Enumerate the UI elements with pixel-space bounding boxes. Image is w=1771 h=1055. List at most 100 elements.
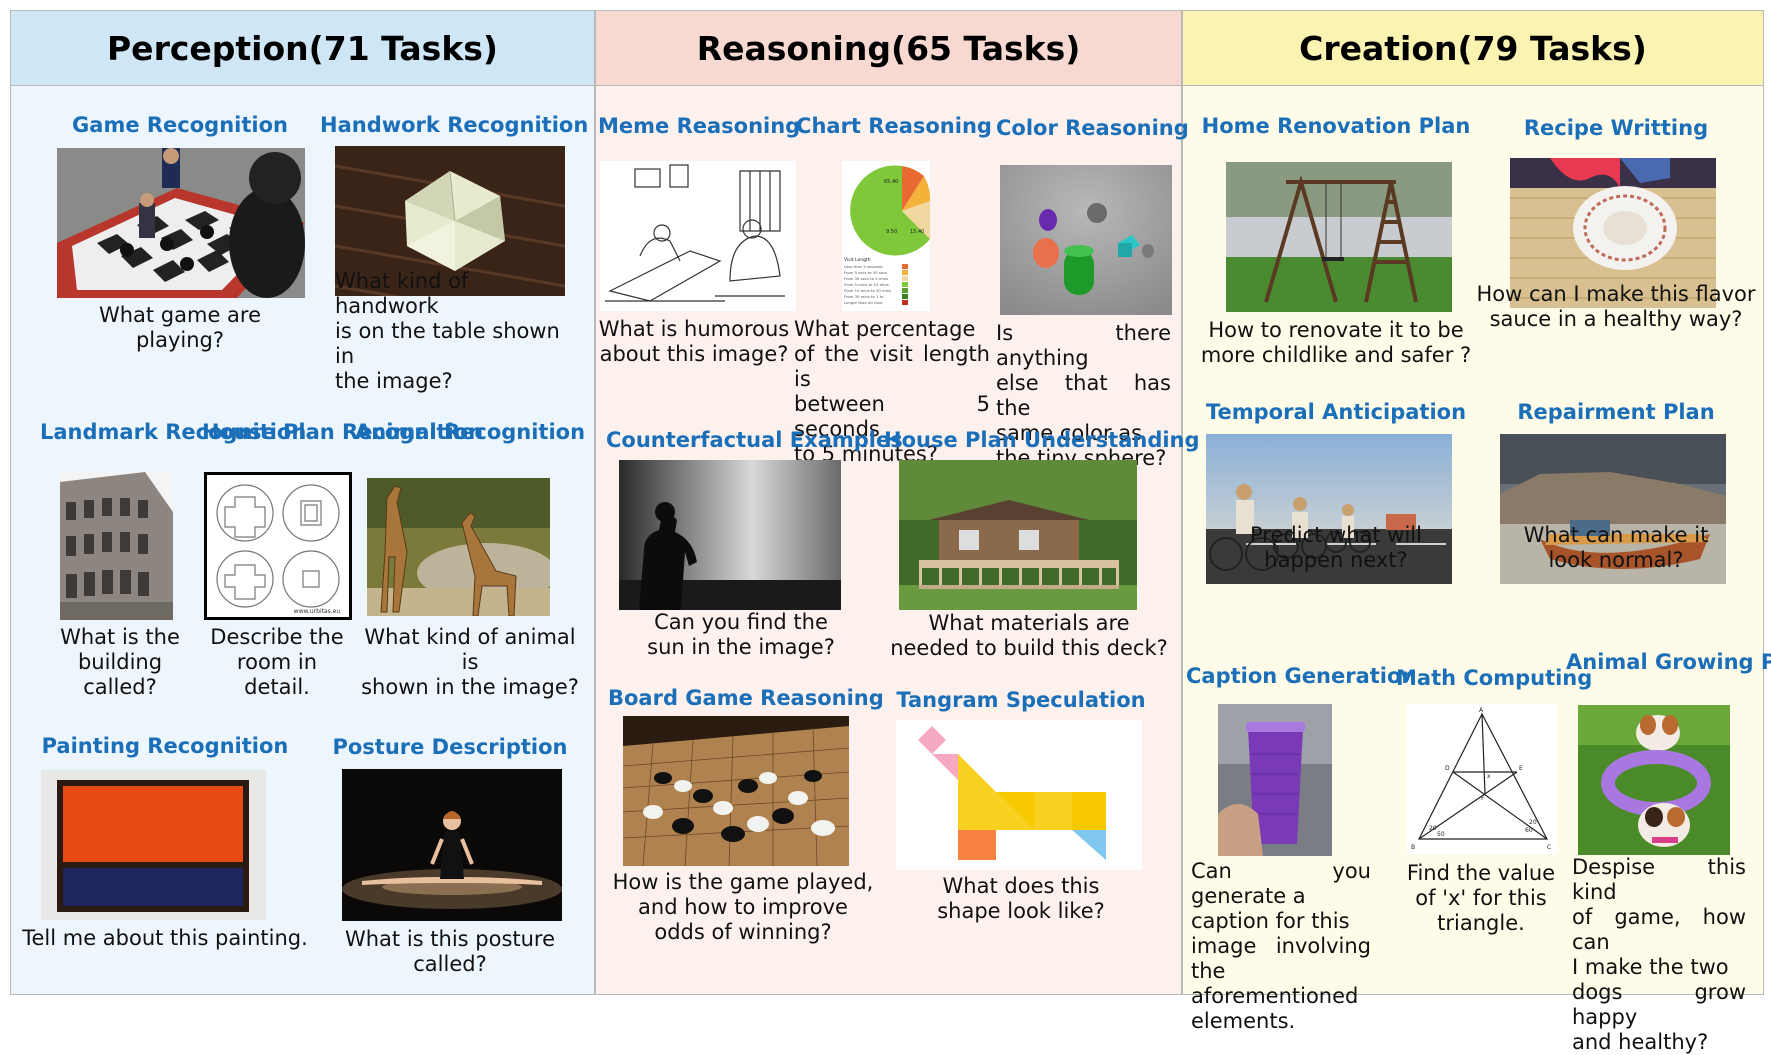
task-title: House Plan Recognition	[202, 420, 484, 444]
task-recipe-writting: Recipe Writting How can I make this flav…	[1474, 114, 1758, 374]
task-question: Find the value of 'x' for this triangle.	[1406, 861, 1556, 935]
task-question: What is this posture called?	[344, 927, 556, 976]
silhouette-photo	[619, 460, 841, 610]
colosseum-photo	[60, 472, 173, 620]
floor-plan-image: www.urbitas.eu	[216, 484, 340, 615]
math-label: A	[1479, 707, 1484, 714]
chart-legend-item: From 5 secs to 30 secs	[844, 270, 887, 275]
rothko-painting-image	[41, 770, 266, 920]
task-question: Describe the room in detail.	[210, 625, 344, 699]
task-title: Recipe Writting	[1523, 116, 1709, 140]
cycling-race-photo	[1206, 434, 1452, 584]
task-question: What does this shape look like?	[937, 874, 1105, 923]
task-board-game-reasoning: Board Game Reasoning How is the game pla…	[608, 686, 884, 956]
task-title: Temporal Anticipation	[1205, 400, 1467, 424]
task-question: How is the game played, and how to impro…	[612, 870, 874, 944]
task-counterfactual-examples: Counterfactual Examples Can you find the…	[606, 428, 903, 668]
task-image	[367, 478, 550, 616]
task-question: What kind of animal is shown in the imag…	[361, 625, 579, 699]
math-label: B	[1411, 844, 1415, 851]
paper-fortune-teller-photo	[335, 146, 565, 296]
task-temporal-anticipation: Temporal Anticipation Predict what will …	[1200, 400, 1472, 640]
task-question: What kind of handwork is on the table sh…	[335, 269, 560, 393]
task-title: Game Recognition	[72, 113, 288, 137]
chart-legend-item: From 30 mins to 1 hr	[844, 294, 884, 299]
checkers-photo	[57, 148, 305, 298]
chart-legend-item: Longer than an hour	[844, 300, 883, 305]
task-image	[1206, 434, 1452, 584]
task-image	[41, 770, 266, 920]
task-animal-growing-plan: Animal Growing Plan Despise this kind of…	[1566, 650, 1771, 1054]
task-title: Color Reasoning	[996, 116, 1189, 140]
playground-swing-photo	[1226, 162, 1452, 312]
task-caption-generation: Caption Generation Can you generate a ca…	[1186, 664, 1417, 1033]
task-image	[899, 460, 1137, 610]
creation-header: Creation(79 Tasks)	[1183, 11, 1763, 86]
task-title: Tangram Speculation	[896, 688, 1146, 712]
task-handwork-recognition: Handwork Recognition What kind of handwo…	[320, 113, 589, 393]
task-image	[1578, 705, 1730, 855]
task-image	[600, 161, 796, 311]
task-house-plan-recognition: House Plan Recognition www.urbitas.eu De…	[202, 420, 484, 699]
task-title: Animal Recognition	[355, 420, 586, 444]
task-house-plan-understanding: House Plan Understanding What materials …	[884, 428, 1200, 668]
task-question: Tell me about this painting.	[22, 926, 308, 950]
ballet-posture-photo	[342, 769, 562, 921]
task-math-computing: Math Computing A B C D E F x 20 50 60	[1396, 666, 1592, 935]
task-chart-reasoning: Chart Reasoning 65.40 9.50 15.40 Visit L…	[794, 114, 994, 466]
math-label: 20	[1529, 819, 1537, 826]
task-question: What materials are needed to build this …	[890, 611, 1168, 660]
task-tangram-speculation: Tangram Speculation What does this shape…	[886, 688, 1156, 928]
chart-slice-b-label: 9.50	[886, 229, 897, 235]
task-question: Is there anything else that has the same…	[996, 321, 1171, 470]
task-image	[1226, 162, 1452, 312]
task-title: Landmark Recognition	[40, 420, 307, 444]
math-label: D	[1445, 765, 1450, 772]
task-question: Despise this kind of game, how can I mak…	[1572, 855, 1746, 1054]
purple-cup-photo	[1218, 704, 1332, 856]
tangram-shape-image	[918, 726, 1106, 860]
task-image	[896, 720, 1142, 870]
giraffe-photo	[367, 478, 550, 616]
task-title: Repairment Plan	[1517, 400, 1715, 424]
math-label: F	[1481, 795, 1485, 802]
task-game-recognition: Game Recognition What game are playing?	[40, 113, 320, 353]
cabin-deck-photo	[899, 460, 1137, 610]
task-image	[623, 716, 849, 866]
chart-legend-title: Visit Length	[844, 257, 871, 263]
task-title: Meme Reasoning	[598, 114, 801, 138]
task-question: Predict what will happen next?	[1250, 523, 1422, 572]
math-label: 60	[1525, 827, 1533, 834]
task-image: www.urbitas.eu	[204, 472, 352, 620]
task-title: Painting Recognition	[41, 734, 289, 758]
task-question: What game are playing?	[98, 303, 262, 352]
task-image	[335, 146, 565, 296]
task-image: 65.40 9.50 15.40 Visit Length Less than …	[842, 161, 930, 311]
task-home-renovation-plan: Home Renovation Plan How to renovate it …	[1200, 114, 1472, 374]
task-title: Animal Growing Plan	[1566, 650, 1771, 674]
3d-objects-render	[1000, 165, 1172, 315]
task-image	[1510, 158, 1716, 308]
task-image	[57, 148, 305, 298]
task-title: Chart Reasoning	[796, 114, 992, 138]
task-image	[342, 769, 562, 921]
task-question: What is humorous about this image?	[598, 317, 790, 366]
chart-legend-item: Less than 5 seconds	[844, 264, 883, 269]
task-title: House Plan Understanding	[884, 428, 1200, 452]
task-image	[1000, 165, 1172, 315]
chart-legend-item: From 10 mins to 30 mins	[844, 288, 891, 293]
task-image	[1218, 704, 1332, 856]
task-image	[1500, 434, 1726, 584]
task-title: Counterfactual Examples	[606, 428, 903, 452]
task-meme-reasoning: Meme Reasoning What is humorous about th…	[598, 114, 801, 374]
task-title: Handwork Recognition	[320, 113, 589, 137]
task-title: Caption Generation	[1186, 664, 1417, 688]
math-label: 20	[1429, 825, 1437, 832]
old-boat-photo	[1500, 434, 1726, 584]
dogs-playing-photo	[1578, 705, 1730, 855]
task-posture-description: Posture Description What is this posture…	[310, 735, 590, 976]
task-color-reasoning: Color Reasoning Is there anything else t…	[996, 116, 1189, 470]
math-label: 50	[1437, 831, 1445, 838]
plate-on-mat-photo	[1510, 158, 1716, 308]
triangle-diagram-image: A B C D E F x 20 50 60 20	[1411, 707, 1551, 851]
